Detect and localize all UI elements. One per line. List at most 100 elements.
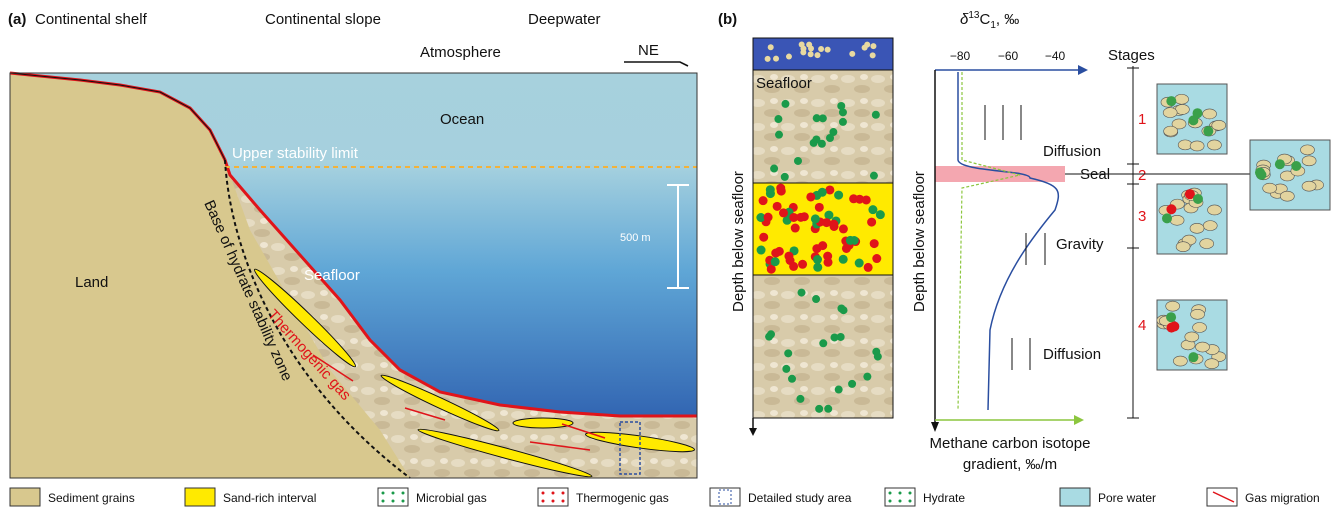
stage-number: 1 [1138,111,1146,128]
legend-dot [392,492,395,495]
microbial-gas [788,375,796,383]
gas [1193,194,1203,204]
tick-label: −80 [950,49,971,63]
bubble [864,42,870,48]
grain [1200,239,1214,249]
thermogenic-gas [789,213,798,222]
gas [1193,108,1203,118]
grain [1173,356,1187,366]
thermogenic-gas [759,233,768,242]
legend-label: Microbial gas [416,491,487,505]
microbial-gas [818,188,827,197]
panel-label: (b) [718,11,737,28]
microbial-gas [813,114,821,122]
microbial-gas [876,210,885,219]
direction-label: NE [638,42,659,59]
grain [1203,109,1217,119]
microbial-gas [757,246,766,255]
microbial-gas [810,139,818,147]
stage-number: 3 [1138,208,1146,225]
grain [1190,141,1204,151]
thermogenic-gas [798,260,807,269]
microbial-gas [771,257,780,266]
grain [1208,205,1222,215]
zone-header: Deepwater [528,11,601,28]
bubble [870,52,876,58]
microbial-gas [840,306,848,314]
microbial-gas [770,165,778,173]
legend-dot [899,492,902,495]
legend-dot [552,492,555,495]
legend-label: Thermogenic gas [576,491,669,505]
grain [1191,309,1205,319]
upper-stability-label: Upper stability limit [232,145,359,162]
ocean-label: Ocean [440,111,484,128]
panel-label: (a) [8,11,26,28]
bubble [849,51,855,57]
seafloor-label: Seafloor [304,267,360,284]
thermogenic-gas [824,258,833,267]
grain [1185,332,1199,342]
scale-label: 500 m [620,232,651,244]
land-label: Land [75,274,108,291]
grain [1302,181,1316,191]
microbial-gas [870,172,878,180]
legend-swatch [1060,488,1090,506]
microbial-gas [765,333,773,341]
microbial-gas [798,289,806,297]
figure: (a) Continental shelf Continental slope … [0,0,1331,513]
seafloor-label: Seafloor [756,75,812,92]
microbial-gas [782,365,790,373]
microbial-gas [774,115,782,123]
stage-number: 4 [1138,317,1146,334]
legend-dot [562,492,565,495]
microbial-gas [781,173,789,181]
gas [1166,96,1176,106]
legend-dot [562,500,565,503]
sand-body [513,418,573,428]
arrow-head [1078,65,1088,75]
thermogenic-gas [759,196,768,205]
bubble [818,46,824,52]
legend-dot [889,492,892,495]
legend-dot [909,492,912,495]
thermogenic-gas [773,202,782,211]
legend-swatch [10,488,40,506]
legend-swatch [710,488,740,506]
zone-header: Continental shelf [35,11,148,28]
thermogenic-gas [764,213,773,222]
gas [1256,170,1266,180]
stage-number: 2 [1138,167,1146,184]
legend-dot [402,500,405,503]
gas [1291,161,1301,171]
grain [1164,126,1178,136]
microbial-gas [781,100,789,108]
thermogenic-gas [776,184,785,193]
bubble [800,46,806,52]
depth-axis-label: Depth below seafloor [911,171,928,312]
microbial-gas [835,386,843,394]
grain [1163,108,1177,118]
microbial-gas [784,349,792,357]
legend-swatch [185,488,215,506]
tick-label: −40 [1045,49,1066,63]
grain [1280,191,1294,201]
legend-dot [402,492,405,495]
legend-dot [889,500,892,503]
legend-label: Pore water [1098,491,1156,505]
gas [1188,352,1198,362]
thermogenic-gas [771,249,780,258]
legend-dot [909,500,912,503]
microbial-gas [839,108,847,116]
seal-band [935,166,1065,182]
microbial-gas [826,134,834,142]
microbial-gas [775,131,783,139]
legend-label: Sediment grains [48,491,135,505]
grain [1302,156,1316,166]
grain [1190,223,1204,233]
isotope-axis-label: δ13C1, ‰ [960,10,1019,31]
depth-axis-label: Depth below seafloor [730,171,747,312]
legend-label: Hydrate [923,491,965,505]
arrow-head [1074,415,1084,425]
stage-process: Diffusion [1043,143,1101,160]
